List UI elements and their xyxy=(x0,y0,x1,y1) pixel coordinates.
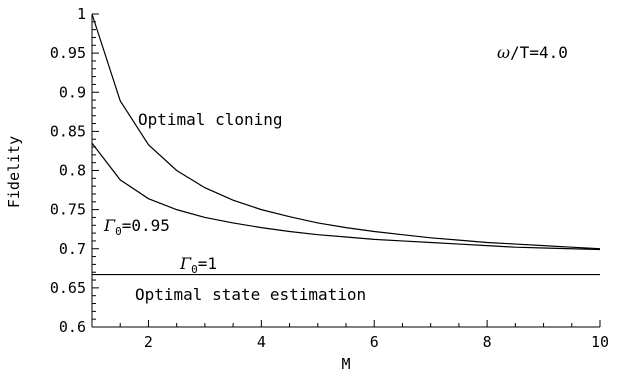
y-tick-label: 0.6 xyxy=(59,318,86,336)
y-tick-label: 0.85 xyxy=(50,122,86,140)
gamma-1-label: Γ0=1 xyxy=(179,254,217,276)
ticks xyxy=(91,13,601,328)
gamma-095-value: =0.95 xyxy=(122,216,170,235)
x-tick-label: 6 xyxy=(370,333,379,351)
y-tick-label: 0.75 xyxy=(50,201,86,219)
x-tick-label: 2 xyxy=(144,333,153,351)
gamma-subscript: 0 xyxy=(115,225,122,238)
gamma-1-value: =1 xyxy=(198,254,217,273)
x-axis-title: M xyxy=(341,355,350,373)
x-tick-label: 10 xyxy=(591,333,609,351)
gamma-symbol: Γ xyxy=(179,254,192,273)
omega-ratio-label: ω/T=4.0 xyxy=(497,43,568,62)
omega-rest: /T=4.0 xyxy=(510,43,568,62)
gamma-095-curve xyxy=(91,142,601,251)
x-tick-label: 8 xyxy=(483,333,492,351)
omega-symbol: ω xyxy=(497,43,510,62)
y-tick-label: 0.8 xyxy=(59,162,86,180)
series-group xyxy=(91,13,601,276)
gamma-subscript: 0 xyxy=(191,263,198,276)
y-tick-label: 0.65 xyxy=(50,279,86,297)
y-axis-title: Fidelity xyxy=(5,136,23,208)
optimal-cloning-curve xyxy=(91,13,601,250)
y-tick-label: 0.95 xyxy=(50,44,86,62)
y-tick-label: 1 xyxy=(77,5,86,23)
tick-labels: 2 4 6 8 10 0.6 0.65 0.7 0.75 0.8 0.85 0.9 0.95 1 xyxy=(50,5,609,351)
x-tick-label: 4 xyxy=(257,333,266,351)
y-tick-label: 0.7 xyxy=(59,240,86,258)
optimal-state-estimation-label: Optimal state estimation xyxy=(135,285,366,304)
y-tick-label: 0.9 xyxy=(59,83,86,101)
optimal-cloning-label: Optimal cloning xyxy=(138,110,283,129)
gamma-symbol: Γ xyxy=(103,216,116,235)
gamma-095-label: Γ0=0.95 xyxy=(103,216,170,238)
